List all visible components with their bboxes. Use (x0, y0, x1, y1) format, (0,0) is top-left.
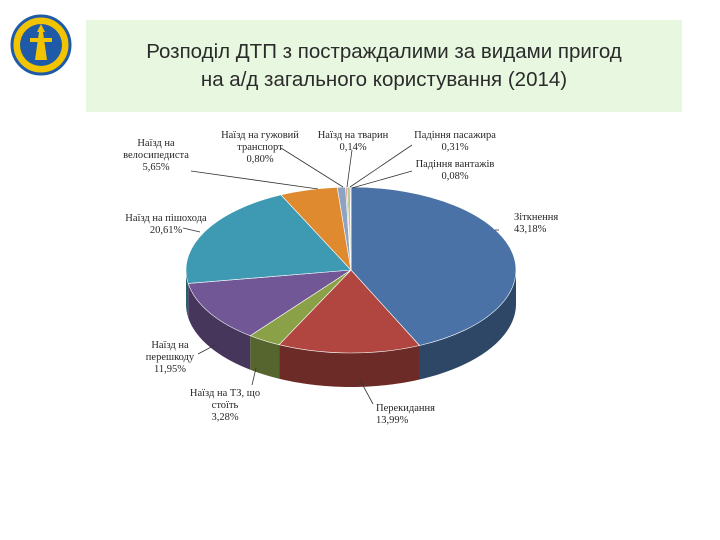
leader-line-8 (349, 144, 413, 188)
slice-label-9-line-1: 0,08% (441, 171, 468, 182)
slice-label-1-line-1: 13,99% (376, 415, 409, 426)
slice-label-0-line-1: 43,18% (514, 224, 547, 235)
leader-line-5 (190, 170, 319, 190)
slice-label-5-line-1: велосипедиста (123, 150, 189, 161)
road-agency-logo-icon (10, 14, 72, 76)
slice-label-5: Наїзд на велосипедиста 5,65% (123, 138, 189, 173)
leader-line-3 (197, 344, 216, 355)
slice-label-3: Наїзд на перешкоду 11,95% (146, 340, 195, 375)
slice-label-2: Наїзд на ТЗ, що стоїть 3,28% (190, 388, 260, 423)
leader-line-1 (359, 379, 374, 405)
slice-label-1: Перекидання 13,99% (376, 403, 435, 426)
page-title-line-1: Розподіл ДТП з постраждалими за видами п… (146, 40, 622, 63)
slice-label-6-line-2: 0,80% (246, 154, 273, 165)
leader-line-7 (346, 149, 353, 188)
slice-label-2-line-2: 3,28% (211, 412, 238, 423)
pie-side-3 (188, 283, 251, 370)
slice-label-1-line-0: Перекидання (376, 403, 435, 414)
slice-label-2-line-1: стоїть (212, 400, 239, 411)
slice-label-7: Наїзд на тварин 0,14% (318, 130, 389, 153)
pie-sides (186, 270, 516, 387)
leader-line-9 (351, 170, 413, 189)
leader-line-2 (251, 367, 257, 386)
slice-label-9-line-0: Падіння вантажів (416, 159, 495, 170)
slice-label-0-line-0: Зіткнення (514, 212, 558, 223)
slice-label-8: Падіння пасажира 0,31% (414, 130, 496, 153)
slice-label-6-line-1: транспорт (237, 142, 283, 153)
pie-slice-4 (185, 194, 352, 284)
slice-label-7-line-1: 0,14% (339, 142, 366, 153)
slice-label-6-line-0: Наїзд на гужовий (221, 130, 299, 141)
pie-labels: Зіткнення 43,18% Перекидання 13,99% Наїзд на… (123, 130, 558, 426)
slice-label-6: Наїзд на гужовий транспорт 0,80% (221, 130, 299, 165)
pie-slices (185, 186, 517, 354)
slice-label-3-line-2: 11,95% (154, 364, 186, 375)
pie-slice-0 (350, 186, 517, 346)
pie-side-1 (279, 344, 420, 387)
slice-label-8-line-0: Падіння пасажира (414, 130, 496, 141)
leader-line-4 (182, 227, 201, 233)
pie-side-2 (250, 335, 280, 379)
title-banner: Розподіл ДТП з постраждалими за видами п… (86, 20, 682, 112)
road-agency-logo (10, 14, 72, 76)
slice-label-4-line-0: Наїзд на пішохода (125, 213, 207, 224)
slice-label-4: Наїзд на пішохода 20,61% (125, 213, 207, 236)
pie-slice-1 (278, 269, 421, 354)
pie-slice-3 (187, 269, 352, 337)
slice-label-8-line-1: 0,31% (441, 142, 468, 153)
slice-label-4-line-1: 20,61% (150, 225, 183, 236)
slice-label-5-line-0: Наїзд на (137, 138, 175, 149)
slice-label-7-line-0: Наїзд на тварин (318, 130, 389, 141)
slice-label-3-line-0: Наїзд на (151, 340, 189, 351)
leader-line-6 (280, 147, 344, 188)
page-title-line-2: на а/д загального користування (2014) (200, 68, 568, 91)
slice-label-0: Зіткнення 43,18% (514, 212, 558, 235)
slice-label-2-line-0: Наїзд на ТЗ, що (190, 388, 260, 399)
pie-side-0 (419, 270, 516, 380)
slice-label-5-line-2: 5,65% (142, 162, 169, 173)
slice-label-9: Падіння вантажів 0,08% (416, 159, 495, 182)
slice-label-3-line-1: перешкоду (146, 352, 195, 363)
